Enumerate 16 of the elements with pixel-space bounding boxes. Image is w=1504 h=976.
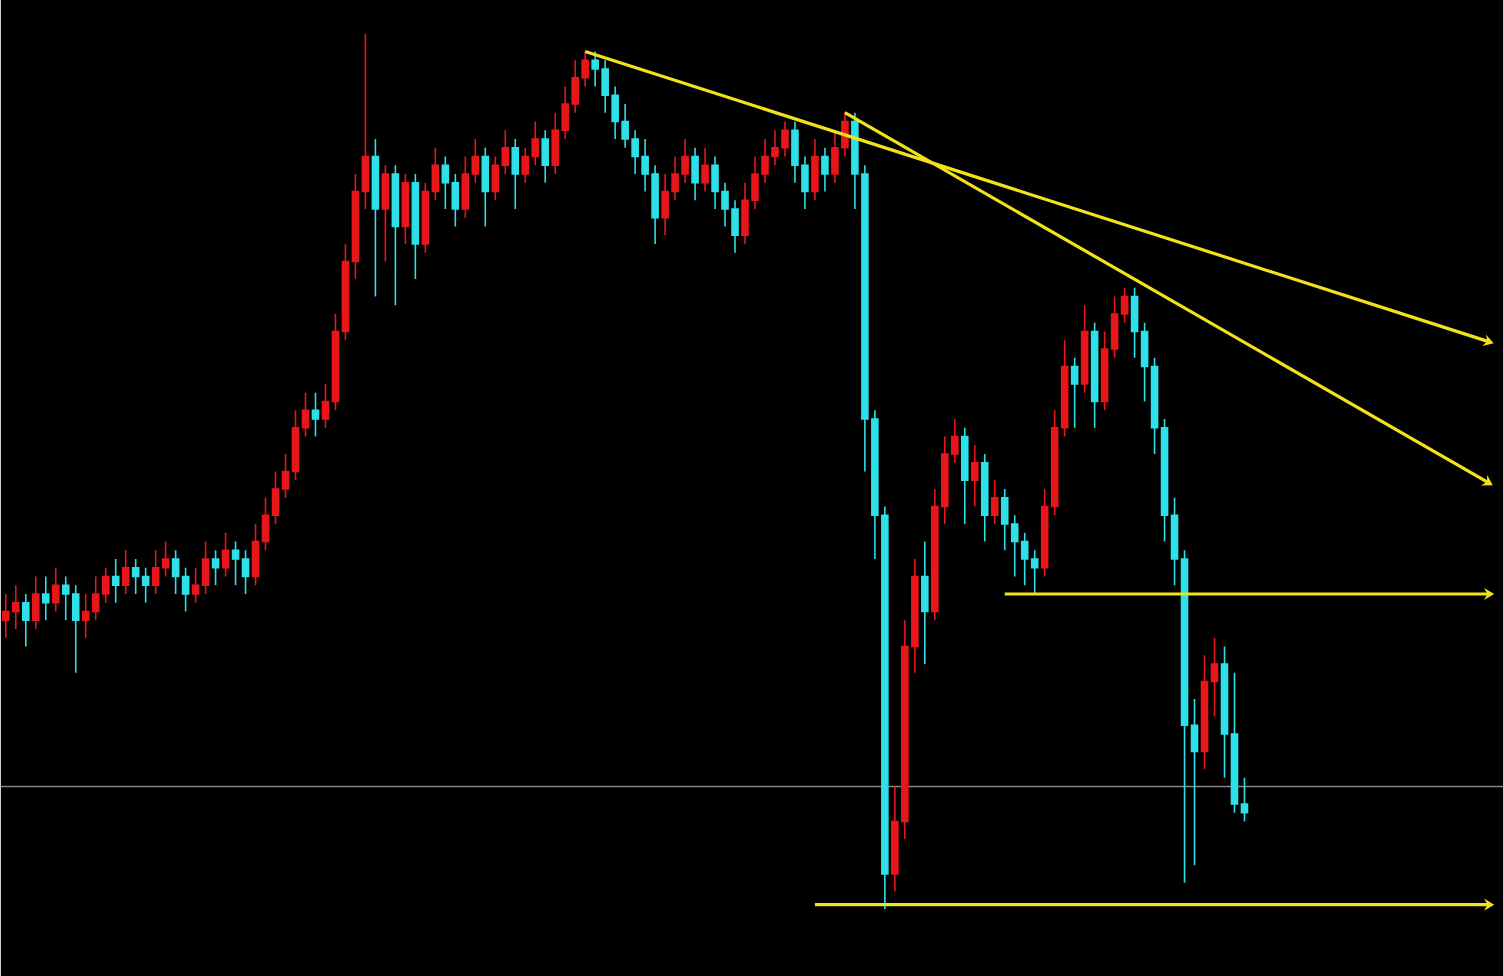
candlestick [921,540,929,665]
candlestick [21,592,30,647]
candlestick [691,146,699,201]
candlestick [511,137,520,210]
candlestick [821,146,829,192]
candlestick [41,575,50,621]
candlestick [51,566,60,612]
candlestick [481,146,490,227]
candlestick [980,452,989,542]
candlestick [701,146,709,192]
candlestick [990,478,999,525]
candlestick [541,128,550,184]
candlestick [811,137,819,201]
candlestick [960,426,969,525]
candlestick [31,575,40,630]
candlestick [970,443,979,507]
